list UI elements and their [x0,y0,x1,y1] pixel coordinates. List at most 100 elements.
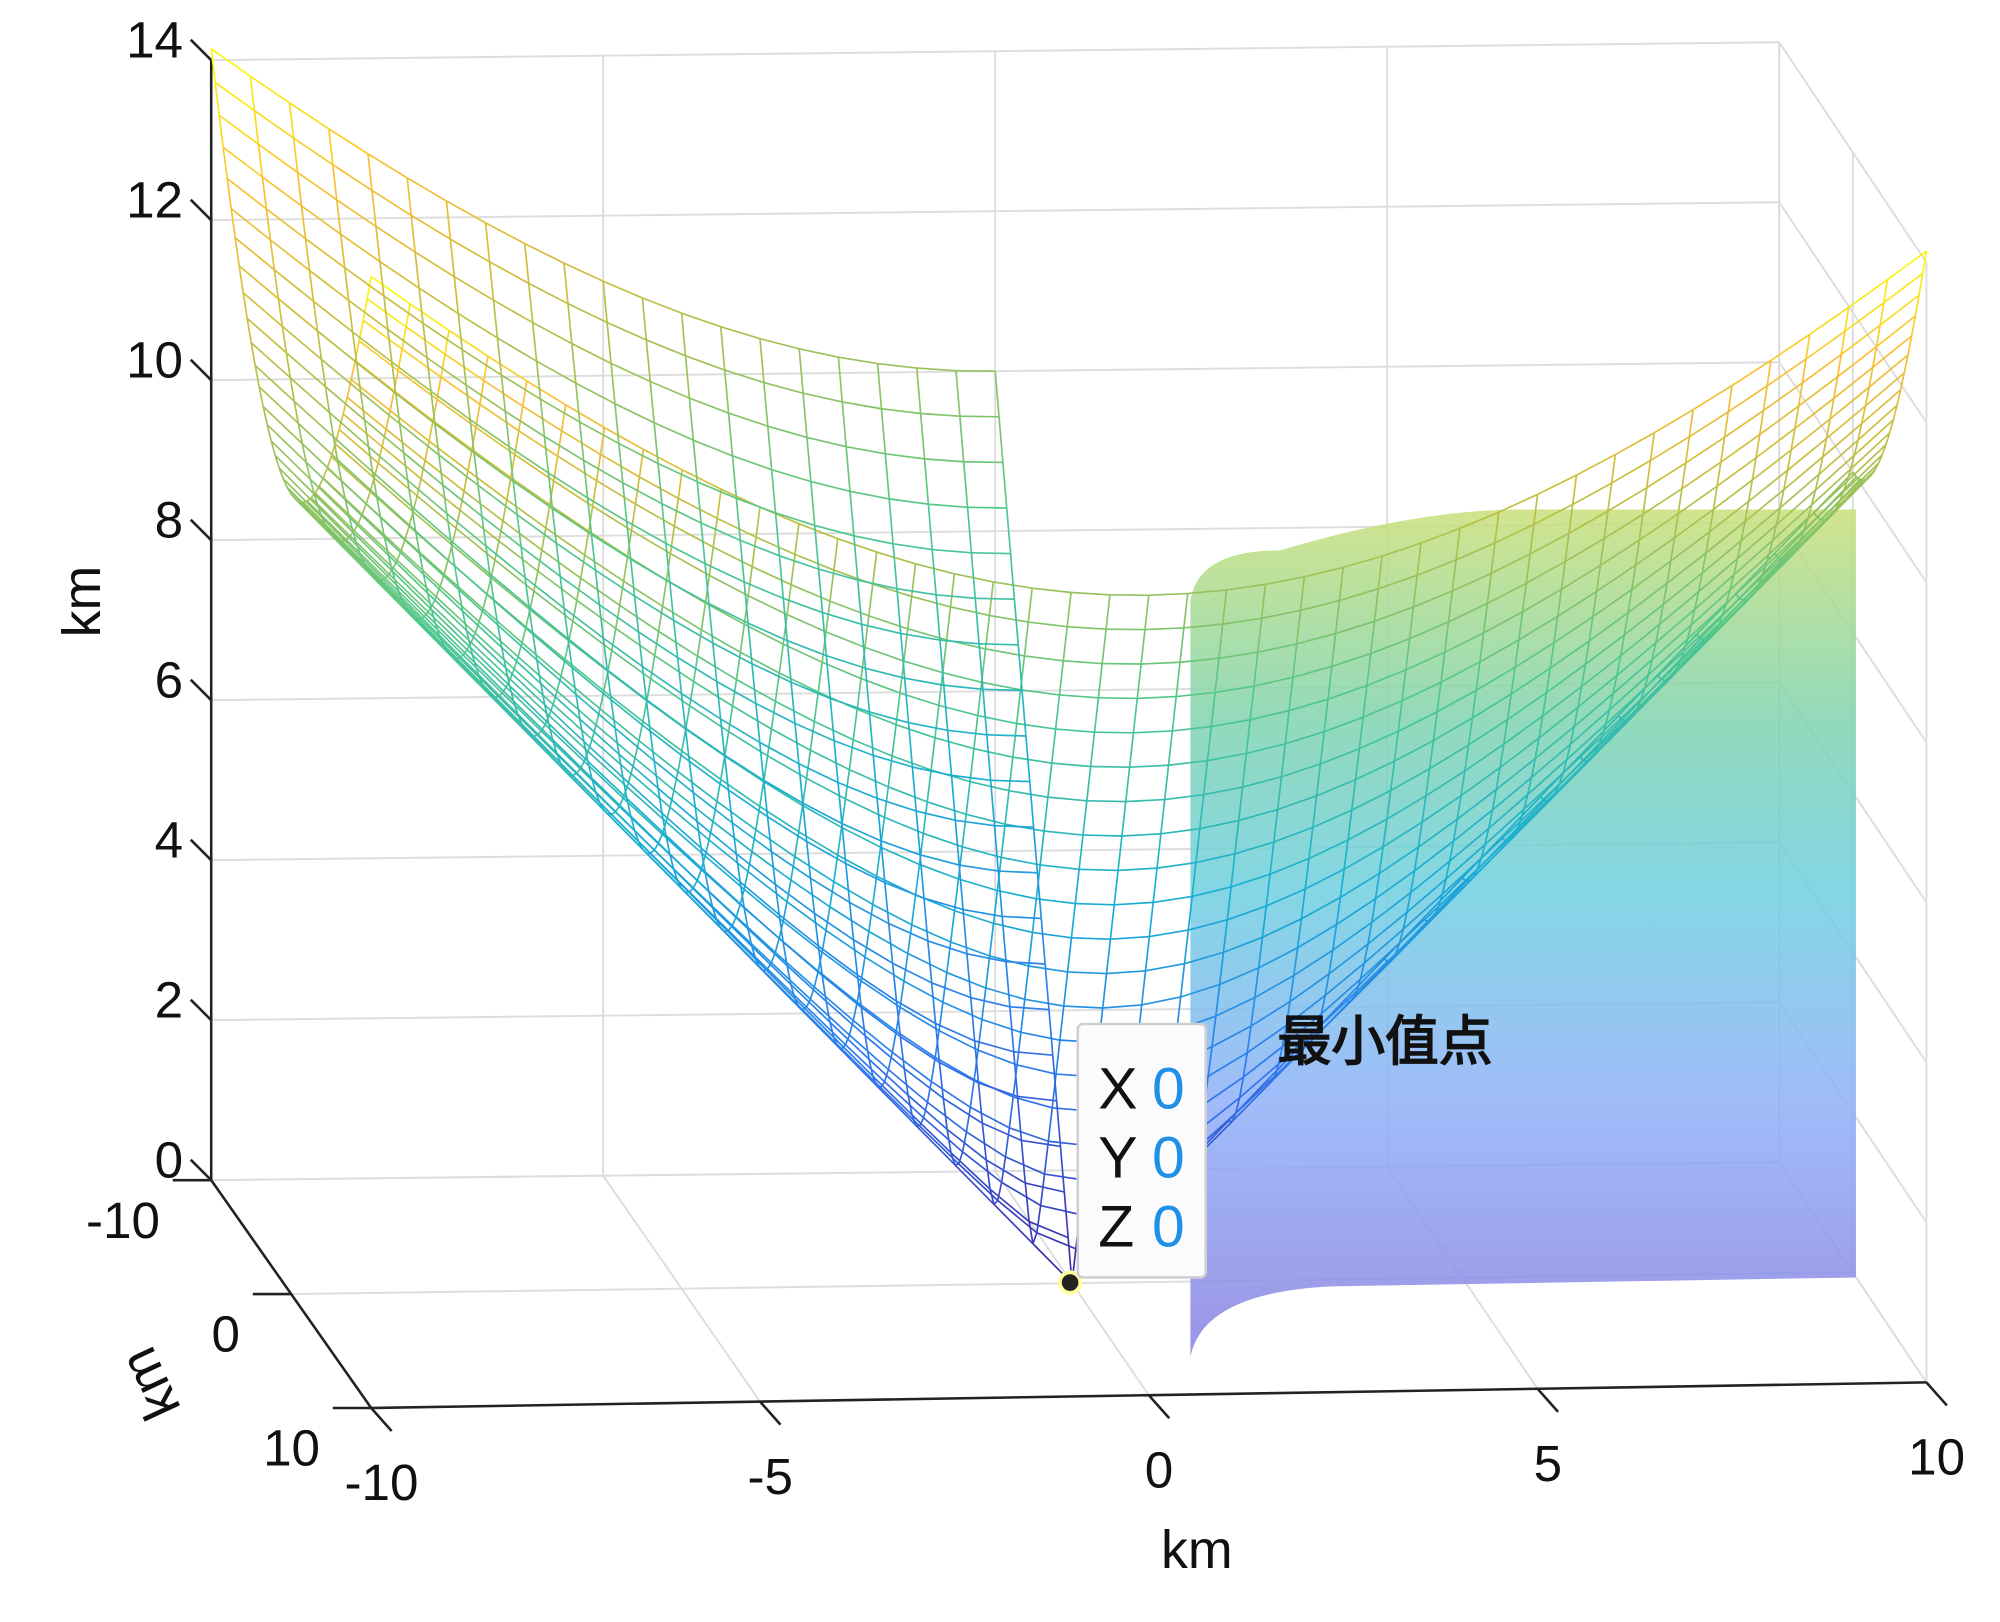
mesh-line [1495,767,1501,790]
mesh-line [285,352,292,378]
mesh-line [466,649,507,688]
mesh-line [385,410,391,430]
mesh-line [1191,862,1197,897]
mesh-line [873,754,913,768]
mesh-line [949,573,956,607]
mesh-line [509,678,550,717]
mesh-line [1480,844,1486,859]
mesh-line [926,769,932,802]
mesh-line [297,423,304,444]
mesh-line [1553,616,1594,644]
mesh-line [294,498,335,539]
mesh-line [1218,952,1225,985]
mesh-line [662,605,702,631]
mesh-line [1040,1204,1080,1216]
mesh-line [1281,1025,1288,1047]
mesh-line [1028,965,1068,973]
mesh-line [1744,501,1750,522]
mesh-line [1510,667,1516,695]
mesh-line [817,945,824,976]
mesh-line [1199,819,1239,830]
mesh-line [928,503,968,509]
mesh-line [635,503,675,527]
mesh-line [852,1002,859,1021]
mesh-line [1315,763,1322,796]
mesh-line [528,606,569,640]
mesh-line [1002,462,1008,509]
mesh-line [331,164,338,200]
mesh-line [1211,1025,1252,1048]
mesh-line [715,919,722,929]
mesh-line [1479,632,1485,663]
min-point-marker[interactable] [1057,1270,1083,1295]
mesh-line [1347,818,1388,841]
mesh-line [1797,382,1804,407]
mesh-line [373,462,379,479]
mesh-line [1051,762,1091,768]
mesh-line [1569,726,1575,745]
mesh-line [1842,454,1883,493]
mesh-line [1308,839,1349,860]
mesh-line [1412,575,1419,608]
mesh-line [488,261,495,301]
mesh-line [352,331,393,363]
mesh-line [1430,915,1436,922]
mesh-line [606,813,648,854]
mesh-line [1203,786,1243,796]
mesh-line [1814,454,1855,491]
mesh-line [1649,432,1656,461]
mesh-line [462,610,503,649]
mesh-line [380,579,421,620]
mesh-line [958,878,998,892]
mesh-line [1001,1181,1042,1207]
mesh-line [1821,438,1828,458]
mesh-line [1152,868,1158,903]
mesh-line [552,703,593,740]
mesh-line [459,509,500,542]
mesh-line [1269,857,1310,875]
mesh-line [602,809,609,815]
mesh-line [1810,490,1817,506]
mesh-line [657,606,664,632]
mesh-line [1846,468,1852,482]
mesh-line [770,469,777,513]
mesh-line [693,439,733,457]
mesh-line [985,1159,991,1190]
mesh-line [301,205,342,235]
mesh-line [821,975,827,1002]
mesh-line [1568,504,1574,534]
mesh-line [406,177,447,202]
mesh-line [755,958,796,1000]
mesh-line [1857,404,1898,441]
mesh-line [884,453,891,499]
mesh-line [399,596,406,606]
mesh-line [318,477,324,487]
mesh-line [751,945,792,986]
z-tick-label: 2 [155,972,183,1029]
mesh-line [860,1006,901,1038]
mesh-line [907,952,948,974]
mesh-line [1762,385,1768,411]
mesh-line [422,573,464,612]
mesh-line [708,891,749,930]
mesh-line [1277,795,1317,811]
mesh-line [1253,652,1259,687]
mesh-line [1221,589,1228,625]
mesh-line [775,700,815,723]
mesh-line [762,755,769,782]
mesh-line [1571,475,1578,505]
mesh-line [1792,513,1833,555]
mesh-line [688,887,694,893]
mesh-line [1051,1055,1058,1101]
mesh-line [302,501,343,542]
mesh-line [669,581,710,605]
mesh-line [731,822,772,853]
datatip[interactable]: X 0 Y 0 Z 0 [1076,1022,1208,1279]
mesh-line [438,634,480,676]
mesh-line [782,598,789,641]
mesh-line [470,641,511,680]
mesh-line [1001,916,1007,962]
mesh-line [955,370,961,417]
mesh-line [1725,565,1766,604]
